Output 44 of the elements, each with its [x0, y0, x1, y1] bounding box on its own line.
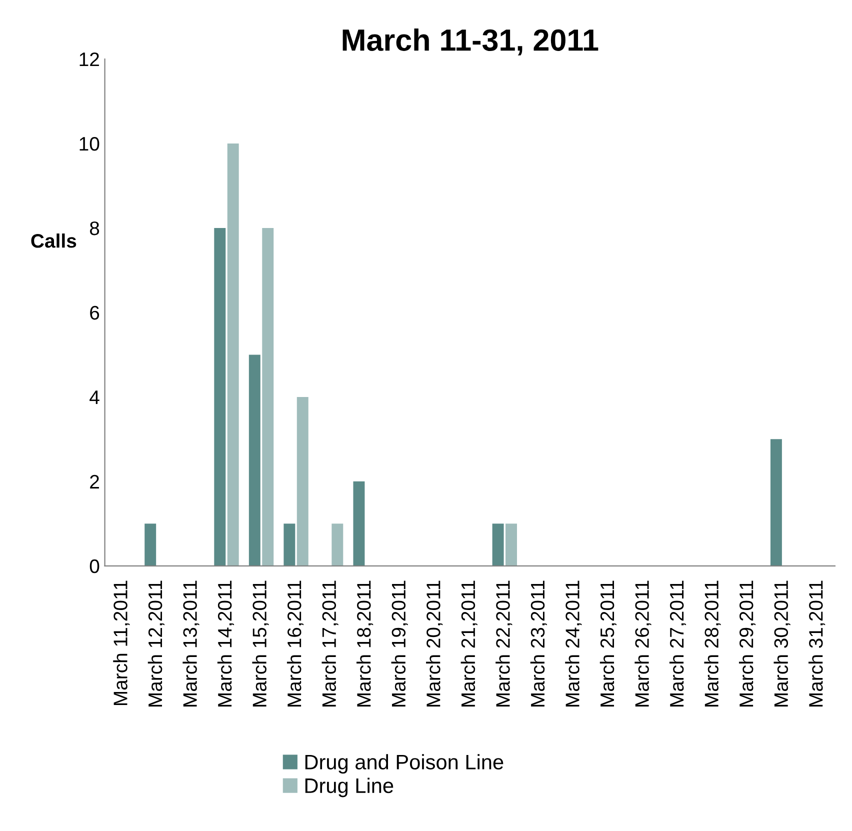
chart-title: March 11-31, 2011	[342, 28, 598, 56]
y-tick-label: 2	[90, 474, 99, 488]
x-tick-label: March 12,2011	[148, 580, 164, 706]
x-tick-label: March 11,2011	[113, 580, 130, 706]
bar	[506, 524, 517, 566]
bar	[770, 439, 782, 566]
x-tick-label: March 19,2011	[391, 580, 408, 706]
bar	[262, 228, 274, 566]
bar	[296, 396, 308, 566]
legend-label: Drug and Poison Line	[305, 754, 504, 774]
legend-label: Drug Line	[305, 778, 394, 798]
bar	[144, 524, 156, 566]
x-tick-label: March 15,2011	[252, 580, 269, 706]
x-tick-label: March 20,2011	[426, 580, 443, 706]
bar	[248, 354, 260, 566]
x-tick-label: March 29,2011	[738, 580, 756, 706]
y-tick-label: 10	[80, 136, 100, 151]
x-tick-label: March 26,2011	[634, 580, 652, 706]
x-tick-label: March 30,2011	[774, 580, 790, 706]
y-tick-label: 8	[90, 221, 100, 236]
x-tick-label: March 28,2011	[704, 580, 721, 706]
x-tick-label: March 25,2011	[600, 580, 616, 706]
bar	[284, 524, 296, 566]
bar	[332, 524, 344, 566]
x-tick-label: March 31,2011	[808, 580, 826, 706]
y-tick-label: 4	[90, 390, 100, 404]
x-tick-label: March 27,2011	[669, 580, 686, 706]
x-tick-label: March 14,2011	[217, 580, 234, 706]
y-tick-label: 12	[80, 52, 99, 66]
bar	[353, 481, 365, 566]
y-axis-title: Calls	[31, 234, 76, 248]
x-tick-label: March 18,2011	[356, 580, 374, 706]
x-tick-label: March 16,2011	[286, 580, 304, 706]
x-tick-label: March 21,2011	[460, 580, 478, 706]
x-tick-label: March 24,2011	[565, 580, 582, 706]
y-tick-label: 0	[90, 559, 100, 574]
x-tick-label: March 22,2011	[496, 580, 512, 706]
bar	[492, 524, 504, 566]
bar	[214, 228, 226, 566]
x-tick-label: March 13,2011	[182, 580, 200, 706]
x-tick-label: March 23,2011	[530, 580, 547, 706]
bar	[227, 143, 239, 566]
x-tick-label: March 17,2011	[322, 580, 338, 706]
y-tick-label: 6	[90, 306, 100, 320]
